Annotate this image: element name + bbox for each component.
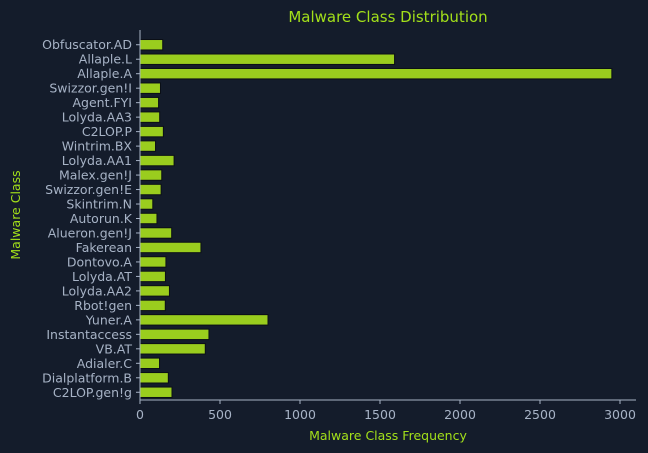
- y-tick-label: Lolyda.AA1: [62, 153, 132, 168]
- y-tick-label: C2LOP.gen!g: [53, 385, 132, 400]
- x-ticks-group: 0 500 1000 1500 2000 2500 3000: [136, 400, 636, 422]
- bar-lolyda-at: [139, 270, 166, 283]
- y-tick-label: Agent.FYI: [73, 95, 133, 110]
- bar-skintrim-n: [139, 198, 154, 210]
- y-tick-label: Allaple.L: [79, 52, 132, 67]
- bar-alueron-gen-j: [139, 227, 173, 239]
- bar-wintrim-bx: [139, 140, 157, 152]
- bar-obfuscator-ad: [139, 39, 164, 51]
- x-tick-label: 2500: [524, 407, 556, 422]
- y-tick-label: C2LOP.P: [82, 124, 133, 139]
- y-tick-label: Lolyda.AT: [72, 269, 132, 284]
- bar-c2lop-p: [139, 125, 164, 138]
- bar-fakerean: [139, 241, 202, 254]
- bar-swizzor-gen-e: [139, 183, 162, 196]
- x-tick-label: 3000: [604, 407, 636, 422]
- bar-allaple-l: [139, 53, 396, 65]
- bar-adialer-c: [139, 357, 161, 370]
- y-tick-label: Rbot!gen: [74, 298, 132, 313]
- bar-dontovo-a: [139, 256, 167, 268]
- y-tick-label: Lolyda.AA2: [62, 283, 132, 298]
- bar-lolyda-aa3: [139, 111, 161, 123]
- y-tick-label: Swizzor.gen!I: [49, 81, 132, 96]
- bar-dialplatform-b: [139, 372, 169, 384]
- y-tick-label: Yuner.A: [85, 312, 133, 327]
- y-tick-label: Malex.gen!J: [59, 168, 132, 183]
- y-tick-label: Allaple.A: [77, 66, 132, 81]
- y-tick-label: Swizzor.gen!E: [45, 182, 132, 197]
- y-tick-label: Fakerean: [76, 240, 132, 255]
- y-ticks-group: Obfuscator.ADAllaple.LAllaple.ASwizzor.g…: [42, 37, 140, 400]
- bar-c2lop-gen-g: [139, 386, 173, 398]
- bar-yuner-a: [139, 314, 269, 326]
- x-tick-label: 2000: [444, 407, 476, 422]
- y-tick-label: Autorun.K: [70, 211, 133, 226]
- y-axis-label: Malware Class: [8, 170, 23, 259]
- y-tick-label: Alueron.gen!J: [48, 225, 132, 240]
- y-tick-label: Instantaccess: [46, 327, 132, 342]
- x-axis-label: Malware Class Frequency: [309, 428, 467, 443]
- bars-group: [139, 39, 613, 398]
- x-tick-label: 0: [136, 407, 144, 422]
- bar-instantaccess: [139, 328, 210, 341]
- bar-autorun-k: [139, 212, 158, 225]
- bar-malex-gen-j: [139, 169, 163, 181]
- bar-lolyda-aa2: [139, 285, 170, 297]
- y-tick-label: Skintrim.N: [66, 197, 132, 212]
- bar-rbot-gen: [139, 299, 166, 312]
- y-tick-label: Dontovo.A: [67, 254, 133, 269]
- bar-lolyda-aa1: [139, 154, 175, 167]
- y-tick-label: Adialer.C: [77, 356, 133, 371]
- bar-swizzor-gen-i: [139, 82, 161, 94]
- bar-agent-fyi: [139, 96, 160, 109]
- y-tick-label: Obfuscator.AD: [42, 37, 132, 52]
- x-tick-label: 500: [208, 407, 232, 422]
- x-tick-label: 1000: [284, 407, 316, 422]
- y-tick-label: Dialplatform.B: [42, 370, 132, 385]
- y-tick-label: Lolyda.AA3: [62, 110, 132, 125]
- x-tick-label: 1500: [364, 407, 396, 422]
- bar-allaple-a: [139, 67, 613, 80]
- y-tick-label: VB.AT: [96, 341, 133, 356]
- y-tick-label: Wintrim.BX: [62, 139, 133, 154]
- bar-vb-at: [139, 343, 206, 355]
- chart-title: Malware Class Distribution: [288, 8, 487, 26]
